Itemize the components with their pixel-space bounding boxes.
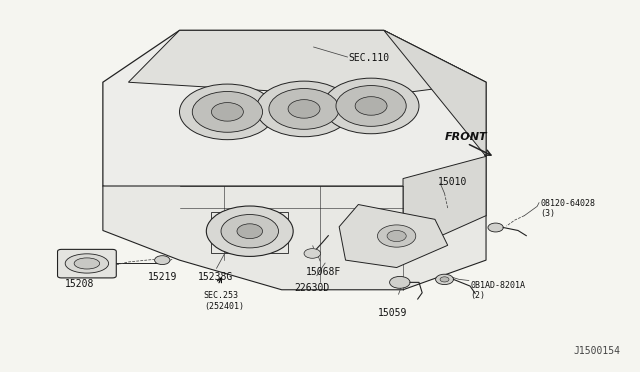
Text: 08120-64028
(3): 08120-64028 (3) — [540, 199, 595, 218]
Polygon shape — [103, 186, 486, 290]
Ellipse shape — [65, 254, 109, 273]
Text: FRONT: FRONT — [445, 132, 487, 142]
Text: 15068F: 15068F — [306, 267, 341, 277]
Text: 15059: 15059 — [378, 308, 407, 318]
Text: 15010: 15010 — [438, 177, 467, 187]
Circle shape — [378, 225, 416, 247]
Circle shape — [211, 103, 243, 121]
Circle shape — [387, 231, 406, 241]
Circle shape — [336, 86, 406, 126]
Circle shape — [221, 215, 278, 248]
Circle shape — [237, 224, 262, 238]
Polygon shape — [103, 31, 486, 253]
Text: 0B1AD-8201A
(2): 0B1AD-8201A (2) — [470, 281, 525, 300]
Circle shape — [179, 84, 275, 140]
Text: J1500154: J1500154 — [573, 346, 620, 356]
FancyBboxPatch shape — [58, 249, 116, 278]
Polygon shape — [129, 31, 486, 97]
Text: 15208: 15208 — [65, 279, 94, 289]
Circle shape — [206, 206, 293, 256]
Polygon shape — [384, 31, 486, 253]
Circle shape — [436, 274, 454, 285]
Circle shape — [440, 277, 449, 282]
Polygon shape — [339, 205, 448, 267]
Text: SEC.253
(252401): SEC.253 (252401) — [204, 291, 244, 311]
Circle shape — [192, 92, 262, 132]
Text: SEC.110: SEC.110 — [349, 53, 390, 63]
Circle shape — [155, 256, 170, 264]
Text: 22630D: 22630D — [294, 283, 330, 293]
Circle shape — [269, 89, 339, 129]
Circle shape — [390, 276, 410, 288]
Text: 15219: 15219 — [148, 272, 177, 282]
Text: 15238G: 15238G — [197, 272, 232, 282]
Circle shape — [323, 78, 419, 134]
Circle shape — [256, 81, 352, 137]
Circle shape — [488, 223, 503, 232]
Circle shape — [355, 97, 387, 115]
Circle shape — [288, 100, 320, 118]
Ellipse shape — [74, 258, 100, 269]
Circle shape — [304, 248, 321, 258]
